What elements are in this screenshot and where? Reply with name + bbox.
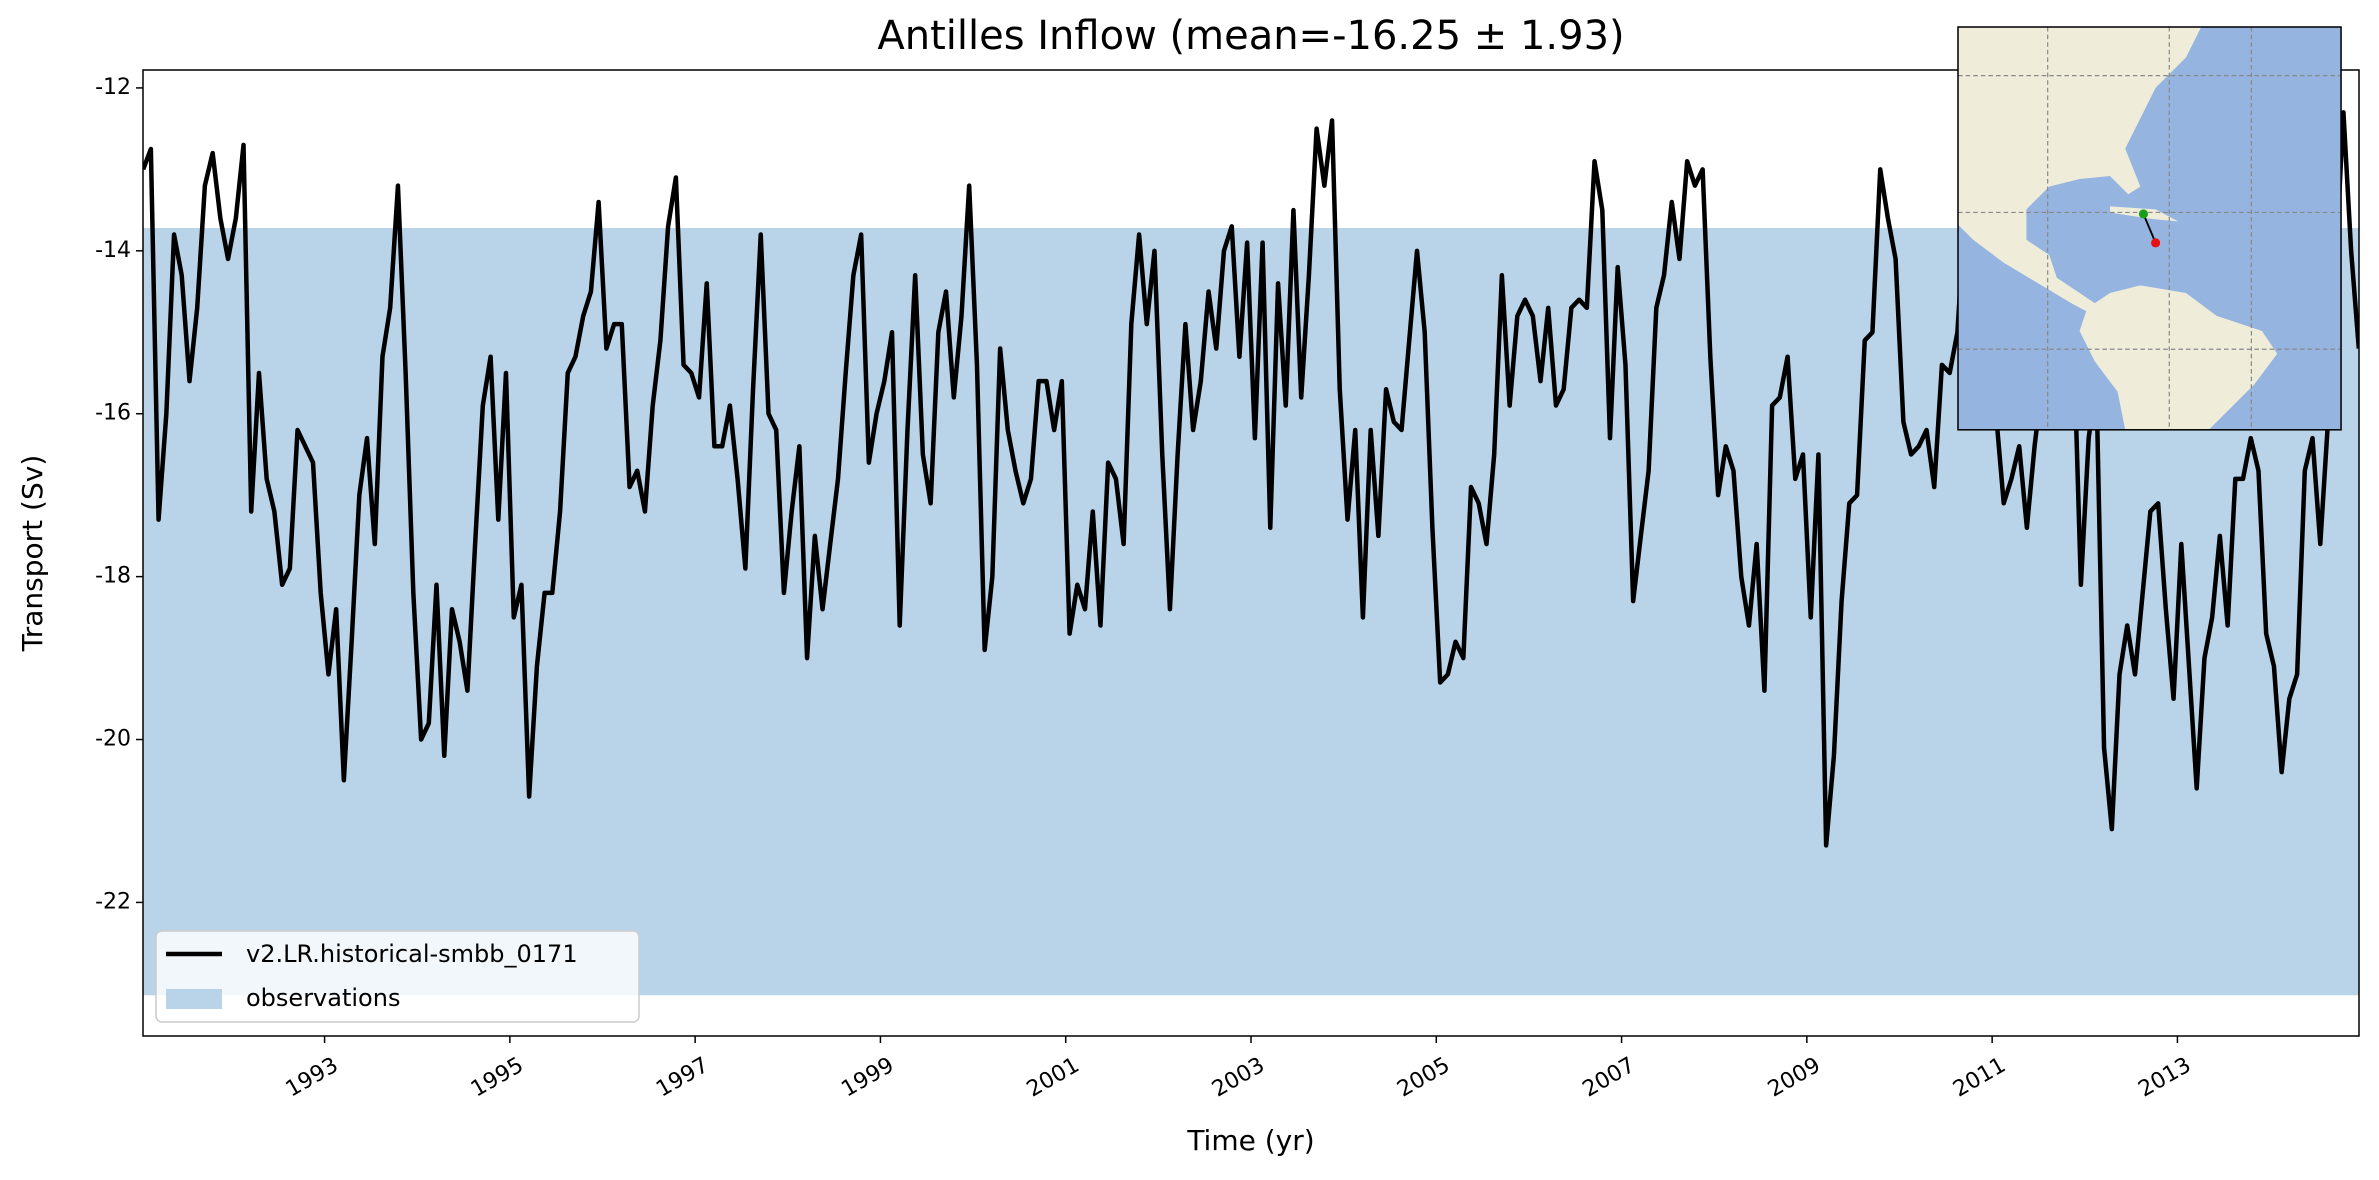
x-tick-label: 2001 [1023, 1053, 1084, 1103]
y-tick-label: -22 [95, 889, 131, 914]
x-axis-label: Time (yr) [1186, 1124, 1314, 1157]
x-tick-label: 2007 [1579, 1053, 1640, 1103]
map-point [2138, 209, 2148, 219]
y-tick-label: -12 [95, 75, 131, 100]
x-tick-label: 1997 [652, 1053, 713, 1103]
y-tick-label: -16 [95, 401, 131, 426]
x-tick-label: 2011 [1949, 1053, 2010, 1103]
legend-label: v2.LR.historical-smbb_0171 [246, 940, 578, 968]
legend-box [155, 930, 640, 1023]
map-point [2151, 238, 2161, 248]
x-tick-label: 2005 [1393, 1053, 1454, 1103]
x-tick-label: 1993 [282, 1053, 343, 1103]
legend-label: observations [246, 984, 400, 1012]
y-tick-label: -20 [95, 727, 131, 752]
x-tick-label: 1999 [837, 1053, 898, 1103]
y-tick-label: -14 [95, 238, 131, 263]
x-tick-label: 2013 [2134, 1053, 2195, 1103]
map-section [2142, 213, 2157, 244]
y-axis-label: Transport (Sv) [16, 455, 49, 652]
legend-swatch [166, 989, 222, 1009]
legend: v2.LR.historical-smbb_0171 observations [155, 930, 640, 1023]
chart-title: Antilles Inflow (mean=-16.25 ± 1.93) [877, 13, 1624, 59]
x-tick-label: 2009 [1764, 1053, 1825, 1103]
x-tick-label: 2003 [1208, 1053, 1269, 1103]
x-tick-label: 1995 [467, 1053, 528, 1103]
y-tick-label: -18 [95, 564, 131, 589]
map-land [1958, 27, 2202, 316]
map-land [2079, 285, 2278, 430]
map-frame [1957, 26, 2342, 431]
inset-map [1957, 26, 2342, 431]
